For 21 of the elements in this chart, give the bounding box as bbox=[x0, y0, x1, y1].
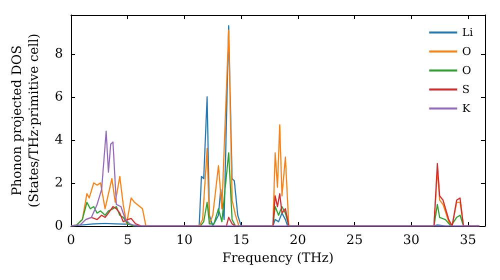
legend-label: Li bbox=[462, 26, 474, 39]
legend-label: S bbox=[462, 83, 470, 96]
x-axis-title: Frequency (THz) bbox=[222, 250, 334, 266]
y-axis-title: Phonon projected DOS (States/THz·primitive cell) bbox=[10, 33, 42, 208]
line-series bbox=[70, 130, 480, 227]
y-tick-label: 4 bbox=[54, 132, 63, 148]
x-tick-label: 15 bbox=[232, 233, 250, 248]
x-tick-label: 5 bbox=[124, 233, 132, 248]
y-tick-label: 6 bbox=[54, 89, 63, 104]
legend-label: K bbox=[462, 102, 472, 115]
legend-label: O bbox=[462, 45, 472, 58]
x-tick-label: 0 bbox=[66, 233, 76, 248]
x-tick-label: 10 bbox=[176, 233, 193, 248]
y-tick-label: 0 bbox=[54, 218, 63, 234]
x-tick-label: 25 bbox=[346, 233, 363, 248]
x-tick-label: 35 bbox=[460, 233, 476, 248]
y-tick-label: 2 bbox=[54, 175, 63, 190]
x-tick-label: 30 bbox=[403, 233, 420, 248]
legend-label: O bbox=[462, 64, 472, 77]
y-tick-label: 8 bbox=[54, 46, 63, 62]
x-tick-label: 20 bbox=[290, 233, 306, 248]
